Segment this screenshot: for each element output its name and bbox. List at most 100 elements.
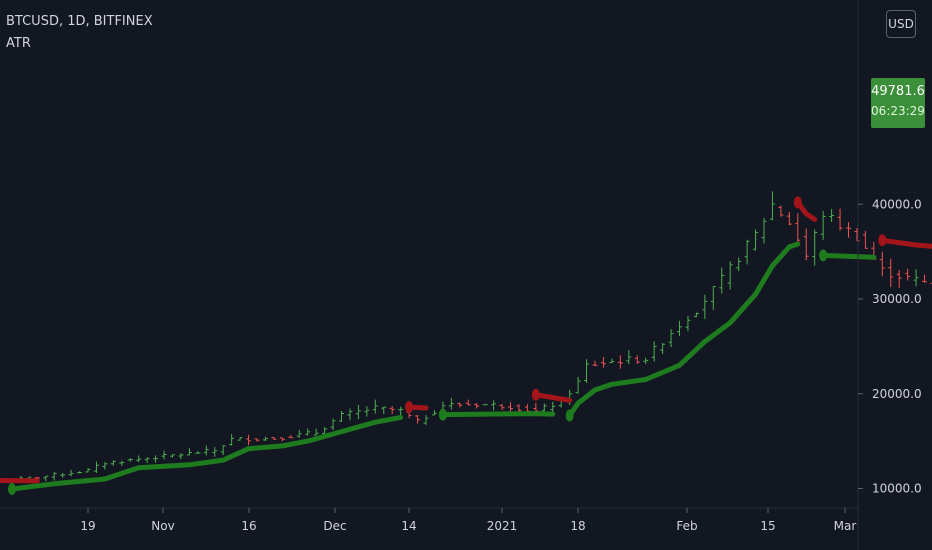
symbol-title[interactable]: BTCUSD, 1D, BITFINEX [6,14,153,29]
candle [279,437,285,442]
candle [372,399,378,414]
time-tick-label: Nov [151,519,174,533]
trend-flip-dot [819,249,828,262]
atr-trail-layer [0,196,932,495]
atr-trail-bull [820,252,877,260]
candle [136,455,142,463]
candle [178,453,184,460]
candle [609,358,615,364]
candle [685,315,691,332]
candle [744,239,750,265]
candle [127,458,133,462]
atr-trail-bull [567,241,801,418]
price-tick-label: 40000.0 [872,197,922,211]
candle [499,404,505,411]
candle [110,460,116,466]
candle [668,329,674,348]
candle [617,355,623,369]
candle [330,418,336,431]
candle [888,258,894,287]
candle [769,191,775,221]
candle [102,462,108,470]
last-price-value: 49781.6 [871,84,925,99]
candle [651,341,657,362]
candle [144,457,150,463]
candle [93,461,99,473]
candle [457,402,463,408]
candle [482,404,488,406]
candle [905,268,911,281]
candle [677,320,682,337]
last-price-badge: 49781.6 06:23:29 [871,78,925,128]
candle [153,455,159,463]
candle [626,350,632,365]
candle [305,428,311,436]
candle [339,410,344,422]
candle [423,415,429,425]
candle [862,231,868,249]
candle [119,460,125,466]
time-tick-label: 18 [570,519,585,533]
candle [229,433,235,446]
candle [398,406,404,416]
price-tick-label: 10000.0 [872,482,922,496]
candle [600,356,606,368]
candle [389,405,395,415]
candle [516,404,522,413]
indicator-title[interactable]: ATR [6,36,31,51]
candle [786,211,792,226]
candle [837,208,843,231]
candle [85,468,91,473]
price-axis[interactable]: 10000.0 20000.0 30000.0 40000.0 [858,197,922,496]
price-tick-label: 30000.0 [872,292,922,306]
candle [313,428,319,436]
trend-flip-dot [7,482,16,495]
trend-flip-dot [878,234,887,247]
candle [660,342,666,354]
time-tick-label: 14 [401,519,416,533]
candle [592,360,598,367]
currency-button[interactable]: USD [886,10,916,38]
trend-flip-dot [405,401,414,414]
time-tick-label: Dec [323,519,346,533]
candle [879,251,885,277]
candle [212,447,218,457]
candle [296,429,302,438]
candle [761,218,767,244]
candle [736,257,742,272]
candle [541,403,547,412]
candle [474,402,480,409]
candle [322,427,328,435]
candle [922,274,928,283]
candle [584,359,590,383]
price-tick-label: 20000.0 [872,387,922,401]
candle [195,451,201,454]
candle [288,435,294,439]
candle [415,415,421,424]
candle [246,434,252,446]
time-tick-label: 19 [80,519,95,533]
candle [186,448,192,456]
candle [381,406,387,415]
candle [161,450,167,460]
candle [778,205,784,217]
candle [364,406,370,417]
time-axis[interactable]: 19 Nov 16 Dec 14 2021 18 Feb 15 Mar [80,508,856,533]
candle [60,472,66,478]
candle [347,408,353,421]
atr-trail-bear [0,478,40,484]
trend-flip-dot [531,388,540,401]
candle [829,209,835,223]
candle [643,357,649,365]
candle [693,312,699,318]
candle [355,405,361,420]
atr-trail-bull [440,411,556,418]
candle [846,222,851,238]
candle [575,376,581,394]
time-tick-label: 15 [760,519,775,533]
candle [702,294,708,319]
candle [170,454,175,458]
atr-trail-bull [9,414,404,492]
candle [812,229,818,266]
